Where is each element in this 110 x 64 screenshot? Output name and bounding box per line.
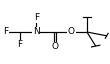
Text: N: N xyxy=(33,28,40,36)
Text: F: F xyxy=(3,28,8,36)
Text: F: F xyxy=(34,13,39,22)
Text: O: O xyxy=(68,28,75,36)
Text: O: O xyxy=(51,42,59,51)
Text: F: F xyxy=(17,40,22,49)
